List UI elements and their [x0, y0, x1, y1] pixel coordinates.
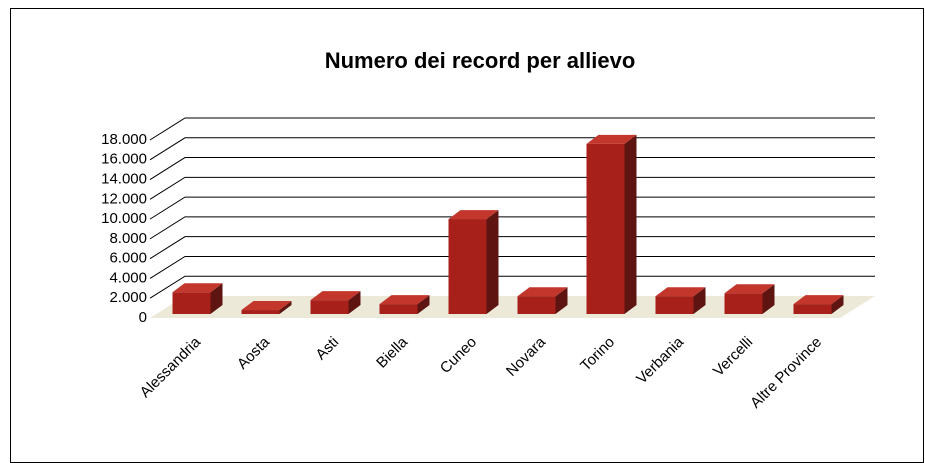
grid-line — [149, 137, 875, 161]
bar-side — [624, 134, 637, 314]
y-tick-label: 4.000 — [109, 269, 147, 286]
bar — [310, 291, 361, 314]
bar-top — [310, 291, 361, 301]
y-tick-label: 2.000 — [109, 289, 147, 306]
bar — [448, 210, 499, 314]
grid-line — [149, 216, 875, 240]
bar — [172, 283, 223, 314]
grid-line — [149, 255, 875, 279]
y-tick-label: 0 — [139, 309, 147, 326]
bar-front — [379, 304, 418, 314]
bar-top — [793, 295, 844, 305]
y-tick-label: 10.000 — [101, 210, 147, 227]
bar-side — [279, 301, 292, 314]
bar-front — [172, 292, 211, 314]
bar-front — [724, 293, 763, 314]
bar-top — [655, 287, 706, 297]
grid-line — [149, 275, 875, 299]
bar-top — [172, 283, 223, 293]
bar-side — [693, 287, 706, 314]
bar-front — [655, 296, 694, 314]
bar-front — [310, 300, 349, 314]
y-tick-label: 8.000 — [109, 230, 147, 247]
bar-top — [724, 284, 775, 294]
y-tick-label: 12.000 — [101, 190, 147, 207]
bar-top — [517, 287, 568, 297]
bar — [655, 287, 706, 314]
y-tick-label: 18.000 — [101, 131, 147, 148]
bar-side — [762, 284, 775, 314]
bar — [724, 284, 775, 314]
y-tick-label: 16.000 — [101, 151, 147, 168]
bar-front — [241, 310, 280, 314]
y-tick-label: 6.000 — [109, 250, 147, 267]
grid-line — [149, 117, 875, 141]
bar — [793, 295, 844, 314]
bar-side — [417, 295, 430, 314]
bar-front — [793, 304, 832, 314]
grid-line — [149, 176, 875, 200]
grid-line — [149, 236, 875, 260]
grid-line — [149, 157, 875, 180]
bar-top — [448, 210, 499, 220]
bar — [586, 134, 637, 314]
bar-top — [241, 301, 292, 311]
bar-front — [448, 219, 487, 314]
bar-top — [586, 134, 637, 144]
chart-title: Numero dei record per allievo — [325, 48, 636, 73]
bar-side — [831, 295, 844, 314]
bar — [517, 287, 568, 314]
bar-front — [517, 296, 556, 314]
grid-line — [149, 196, 875, 220]
y-tick-label: 14.000 — [101, 171, 147, 188]
bar — [379, 295, 430, 314]
bar-side — [486, 210, 499, 314]
bar-side — [555, 287, 568, 314]
bar-front — [586, 143, 625, 314]
bar-side — [348, 291, 361, 314]
bar-top — [379, 295, 430, 305]
bar-side — [210, 283, 223, 314]
bar — [241, 301, 292, 314]
